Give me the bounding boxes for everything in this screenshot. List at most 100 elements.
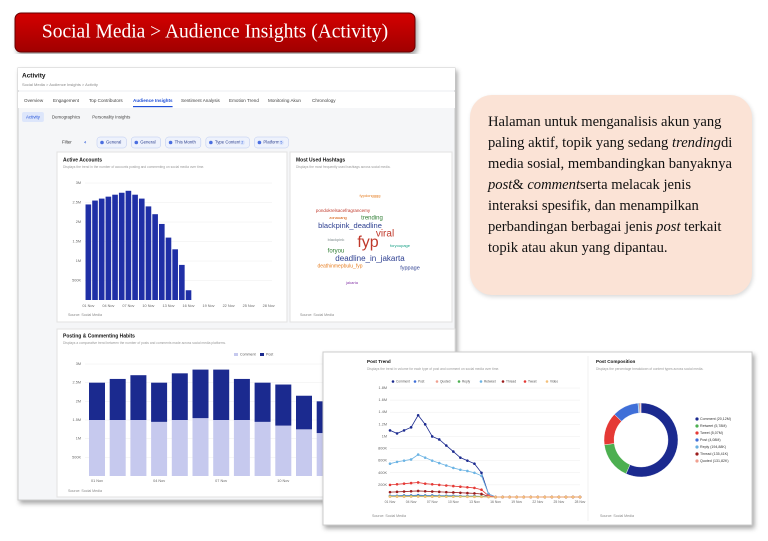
filter-chip[interactable] — [165, 136, 202, 149]
trend-point — [529, 495, 533, 499]
hashtag-word: fypdongggg — [360, 193, 381, 198]
trend-point — [480, 492, 483, 496]
filter-chip[interactable] — [131, 136, 161, 149]
x-tick-label: 19 Nov — [511, 500, 522, 504]
trend-point — [564, 495, 568, 499]
tab[interactable]: Sentiment Analysis — [181, 98, 221, 103]
tab[interactable]: Audience Insights — [133, 98, 173, 103]
subtab-label[interactable]: Demographics — [52, 115, 81, 120]
card — [56, 151, 288, 323]
card-subtitle: Displays a comparative trend between the… — [63, 341, 226, 345]
subtab-label[interactable]: Personality Insights — [92, 115, 131, 120]
trend-point — [395, 432, 399, 435]
subtab-label[interactable]: Activity — [26, 115, 41, 120]
trend-point — [444, 490, 448, 494]
y-tick-label: 1.5M — [73, 418, 81, 422]
y-tick-label: 800K — [378, 447, 387, 451]
filter-chip-label[interactable]: General — [140, 140, 155, 145]
tab[interactable]: Overview — [24, 98, 44, 103]
bar — [98, 198, 105, 300]
subtab[interactable] — [22, 112, 44, 122]
legend-value: (135,41K) — [712, 452, 728, 456]
trend-point — [430, 490, 434, 493]
callout-text: Halaman untuk menganalisis akun yang pal… — [488, 114, 722, 151]
y-tick-label: 400K — [378, 471, 387, 475]
filter-chip-label[interactable]: This Month — [175, 140, 197, 145]
chip-count-bg — [278, 139, 285, 146]
tab[interactable]: Emotion Trend — [229, 98, 259, 103]
y-tick-label: 1.5M — [73, 240, 81, 244]
y-tick-label: 1M — [76, 437, 81, 441]
callout-text: serta melacak jenis interaksi spesifik, … — [488, 177, 699, 235]
bar — [172, 249, 178, 300]
legend-label: Reply — [700, 445, 709, 449]
trend-point — [494, 495, 497, 499]
bar — [179, 264, 185, 300]
trend-point — [423, 489, 427, 493]
trend-point — [416, 489, 420, 493]
trend-point — [388, 490, 392, 494]
trend-point — [437, 461, 441, 465]
bar-segment — [233, 420, 250, 476]
legend-label: Tweet — [700, 431, 710, 435]
tab-underline — [133, 106, 173, 108]
bar-segment — [89, 420, 105, 476]
trend-point — [480, 495, 483, 499]
callout: Halaman untuk menganalisis akun yang pal… — [470, 95, 752, 295]
tab[interactable]: Monitoring Akun — [268, 98, 301, 103]
filter-label[interactable]: Filter — [62, 140, 72, 145]
y-tick-label: 500K — [72, 279, 81, 283]
filter-chip-label[interactable]: Type Content — [215, 140, 241, 145]
bar-segment — [130, 375, 147, 420]
callout-text: trending — [672, 135, 721, 151]
filter-chip[interactable] — [205, 136, 250, 149]
callout-text: comment — [527, 177, 581, 193]
filter-chip-label[interactable]: General — [106, 140, 121, 145]
bar-segment — [109, 420, 126, 476]
filter-chip-label[interactable]: Platform — [263, 140, 279, 145]
x-tick-label: 22 Nov — [532, 500, 543, 504]
trend-point — [480, 488, 483, 492]
legend-swatch — [695, 459, 699, 463]
card-subtitle: Displays the trend in the number of acco… — [63, 165, 204, 169]
y-tick-label: 500K — [72, 455, 81, 459]
card-subtitle: Displays the trend in volume for each ty… — [367, 367, 499, 371]
trend-point — [452, 491, 455, 494]
trend-point — [459, 468, 462, 472]
legend-label: Comment — [396, 380, 410, 384]
legend-swatch — [695, 417, 699, 421]
tab[interactable]: Chronology — [312, 98, 336, 103]
card-title: Active Accounts — [63, 157, 102, 163]
trend-point — [452, 450, 455, 453]
chip-count-bg — [239, 139, 246, 146]
y-tick-label: 2.5M — [73, 381, 81, 385]
y-tick-label: 3M — [76, 362, 81, 366]
legend-swatch — [479, 380, 483, 383]
legend-swatch — [545, 380, 549, 383]
legend-label: Post — [266, 353, 273, 357]
legend-label: Post — [700, 438, 707, 442]
x-tick-label: 16 Nov — [183, 304, 195, 308]
y-tick-label: 1.2M — [379, 422, 387, 426]
legend-label: Reply — [462, 380, 471, 384]
card-title: Most Used Hashtags — [296, 157, 345, 163]
trend-point — [423, 495, 427, 498]
hashtag-word: foryou — [328, 249, 345, 255]
x-tick-label: 04 Nov — [153, 479, 165, 483]
trend-point — [395, 460, 399, 464]
x-tick-label: 07 Nov — [215, 479, 227, 483]
bar-segment — [296, 429, 312, 476]
trend-point — [437, 490, 441, 494]
legend-value: (5,07M) — [711, 431, 723, 435]
x-tick-label: 04 Nov — [102, 304, 114, 308]
tab[interactable]: Top Contributors — [89, 98, 123, 103]
bar-segment — [151, 421, 168, 476]
filter-chip[interactable] — [254, 136, 289, 149]
x-tick-label: 25 Nov — [554, 500, 565, 504]
x-tick-label: 28 Nov — [263, 304, 275, 308]
trend-point — [395, 490, 399, 494]
filter-chip[interactable] — [96, 136, 127, 149]
legend-value: (194,88K) — [710, 445, 726, 449]
card-title: Post Composition — [596, 359, 635, 364]
tab[interactable]: Engagement — [53, 98, 80, 103]
